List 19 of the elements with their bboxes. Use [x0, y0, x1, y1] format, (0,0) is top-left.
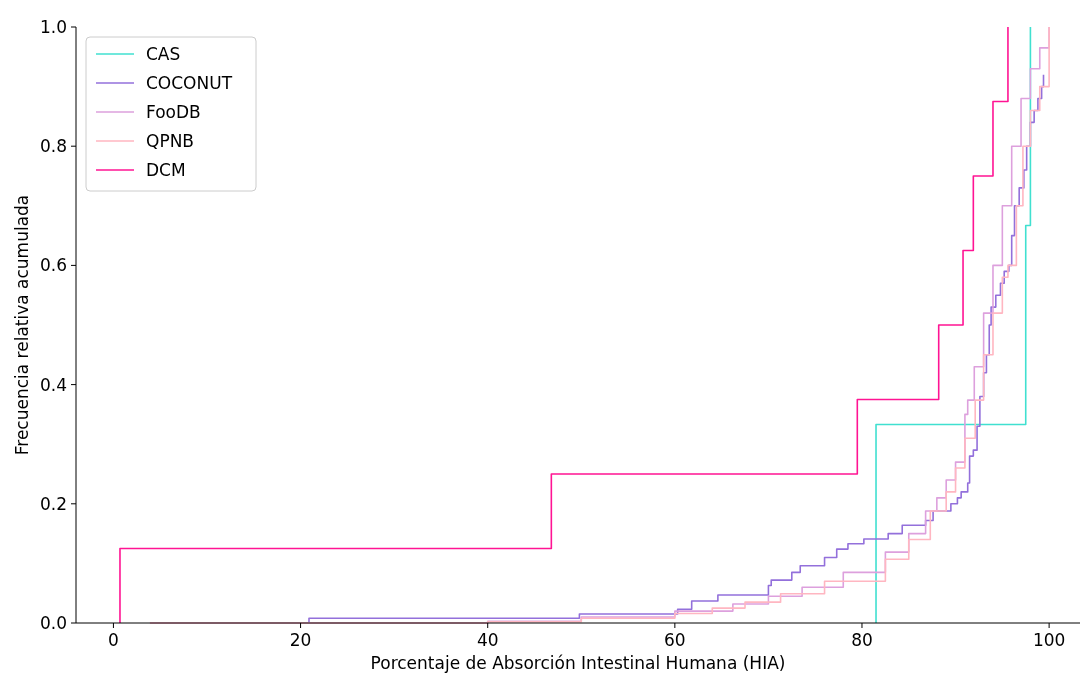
x-tick-label: 20	[289, 630, 312, 650]
x-tick-label: 40	[476, 630, 499, 650]
y-tick-label: 1.0	[39, 16, 67, 37]
x-tick-label: 80	[851, 630, 873, 650]
y-tick-label: 0.6	[39, 255, 67, 276]
x-tick-label: 60	[664, 630, 686, 650]
legend-label: COCONUT	[146, 72, 233, 93]
y-tick-label: 0.2	[39, 493, 67, 514]
y-tick-label: 0.0	[39, 612, 67, 633]
legend-label: CAS	[146, 43, 181, 64]
x-axis-title: Porcentaje de Absorción Intestinal Humana (HIA)	[370, 653, 786, 673]
y-tick-label: 0.4	[39, 374, 67, 395]
legend-label: DCM	[146, 159, 186, 180]
x-tick-label: 100	[1032, 630, 1066, 650]
y-axis-title: Frecuencia relativa acumulada	[12, 194, 32, 456]
legend-label: FooDB	[146, 101, 201, 122]
x-tick-label: 0	[108, 630, 119, 650]
legend-label: QPNB	[146, 130, 195, 151]
y-tick-label: 0.8	[39, 136, 67, 157]
